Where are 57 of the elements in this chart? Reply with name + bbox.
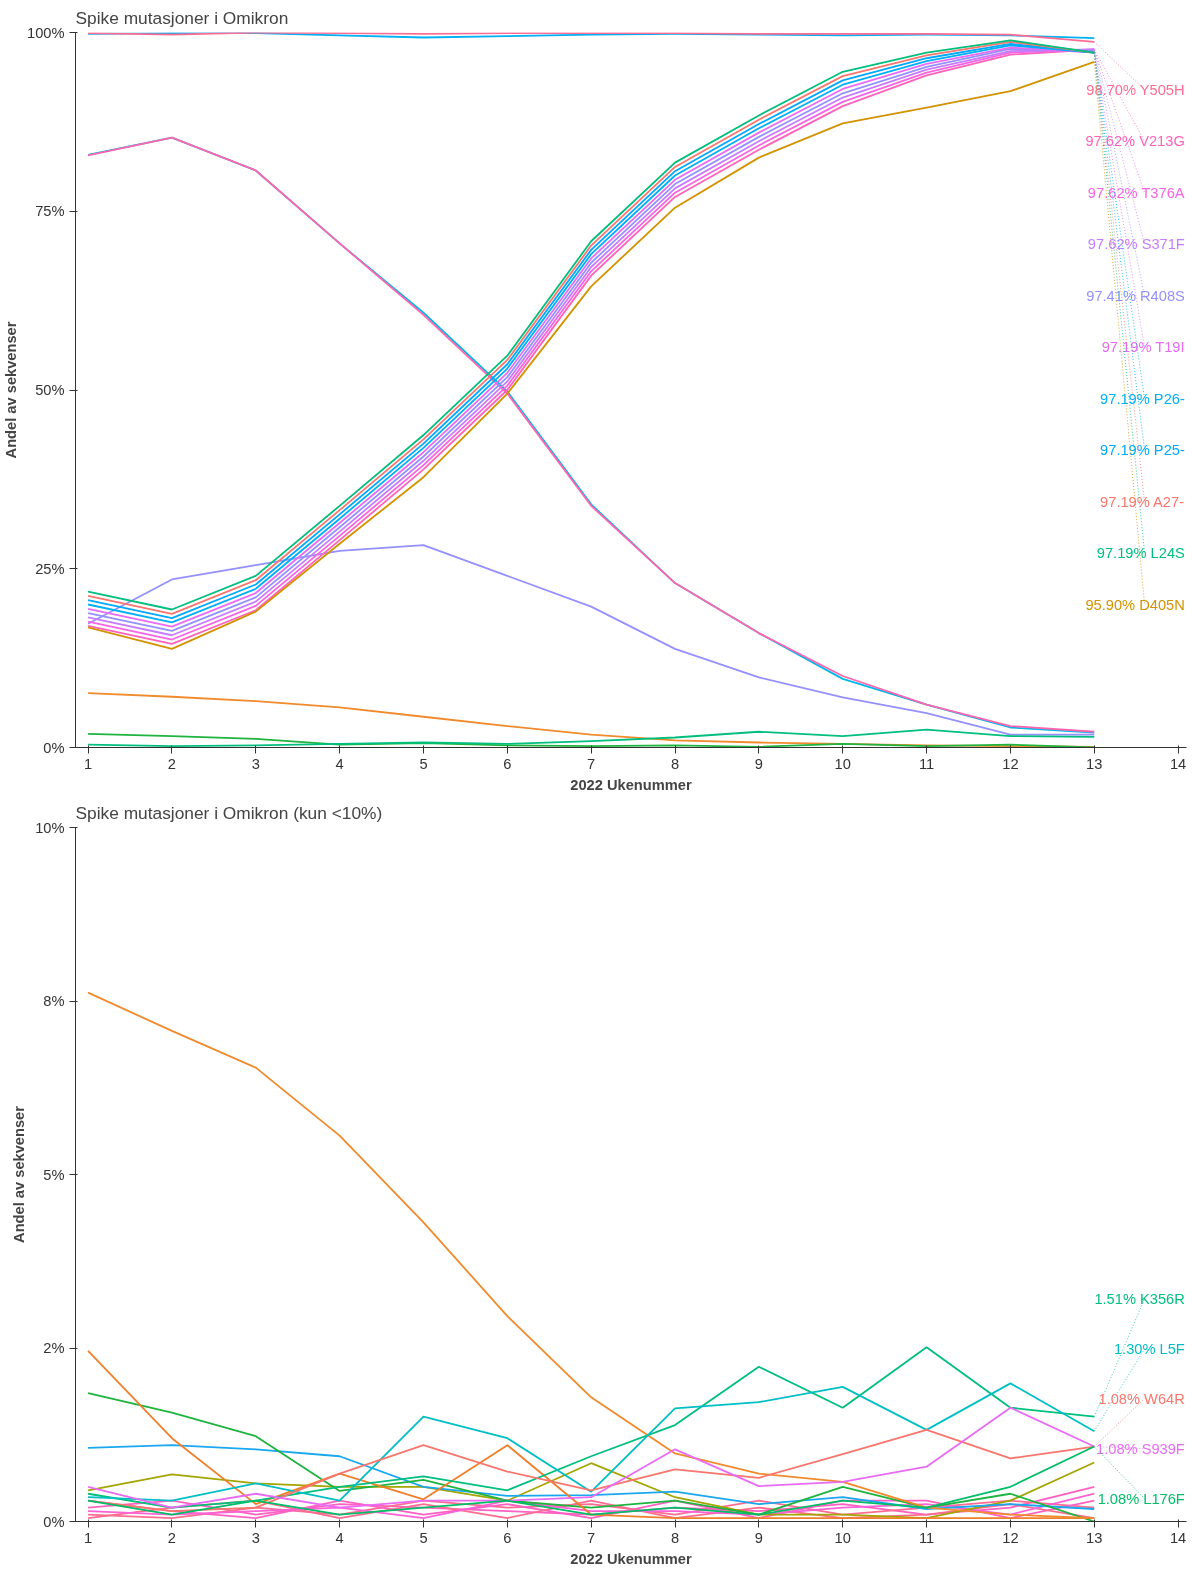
y-tick-label: 0%: [43, 739, 65, 756]
x-tick-label: 2: [167, 755, 177, 772]
x-tick-label: 3: [251, 755, 260, 772]
x-axis-title: 2022 Ukenummer: [570, 776, 692, 793]
x-tick-label: 4: [335, 1529, 344, 1546]
x-tick-label: 5: [419, 755, 428, 772]
y-tick-label: 5%: [43, 1166, 65, 1183]
x-tick-label: 3: [251, 1529, 260, 1546]
x-tick-label: 6: [503, 755, 512, 772]
y-axis-title: Andel av sekvenser: [11, 1105, 28, 1243]
text: 95.90% D405N: [1085, 596, 1185, 613]
x-tick-label: 14: [1169, 1529, 1187, 1546]
y-tick-label: 0%: [43, 1513, 65, 1530]
x-tick-label: 10: [834, 755, 851, 772]
x-tick-label: 6: [503, 1529, 512, 1546]
text: 97.19% A27-: [1100, 493, 1185, 510]
x-tick-label: 5: [419, 1529, 428, 1546]
text: 98.70% Y505H: [1086, 81, 1185, 98]
x-tick-label: 12: [1002, 755, 1019, 772]
text: 1.51% K356R: [1094, 1290, 1185, 1307]
x-tick-label: 11: [918, 1529, 935, 1546]
text: 1.08% W64R: [1098, 1390, 1185, 1407]
x-tick-label: 2: [167, 1529, 177, 1546]
x-tick-label: 9: [754, 1529, 763, 1546]
x-tick-label: 1: [84, 1529, 93, 1546]
y-tick-label: 2%: [43, 1340, 65, 1356]
x-tick-label: 9: [754, 755, 763, 772]
text: 97.19% P25-: [1100, 442, 1185, 459]
series-label: 1.08% S939F: [1096, 1440, 1185, 1457]
x-tick-label: 14: [1169, 755, 1187, 772]
text: 97.62% V213G: [1085, 133, 1185, 150]
y-tick-label: 8%: [43, 993, 65, 1009]
x-tick-label: 12: [1002, 1529, 1019, 1546]
x-tick-label: 10: [834, 1529, 851, 1546]
x-tick-label: 13: [1086, 755, 1103, 772]
y-tick-label: 50%: [35, 382, 65, 398]
chart-title: Spike mutasjoner i Omikron (kun <10%): [75, 802, 383, 823]
x-tick-label: 8: [670, 1529, 680, 1546]
chart-title: Spike mutasjoner i Omikron: [75, 7, 289, 28]
y-tick-label: 10%: [35, 819, 65, 836]
y-axis-title: Andel av sekvenser: [3, 321, 20, 459]
text: 97.19% L24S: [1096, 545, 1186, 562]
x-tick-label: 8: [670, 755, 680, 772]
y-tick-label: 75%: [35, 203, 65, 220]
text: 97.19% P26-: [1100, 390, 1185, 407]
x-tick-label: 7: [587, 1529, 596, 1546]
x-axis-title: 2022 Ukenummer: [570, 1550, 692, 1567]
text: 1.30% L5F: [1113, 1340, 1185, 1357]
y-tick-label: 25%: [35, 560, 65, 577]
x-tick-label: 13: [1086, 1529, 1103, 1546]
y-tick-label: 100%: [27, 24, 65, 41]
x-tick-label: 11: [918, 755, 935, 772]
x-tick-label: 4: [335, 755, 344, 772]
text: 97.62% T376A: [1087, 184, 1185, 201]
x-tick-label: 7: [587, 755, 596, 772]
text: 1.08% L176F: [1097, 1490, 1185, 1507]
x-tick-label: 1: [84, 755, 93, 772]
